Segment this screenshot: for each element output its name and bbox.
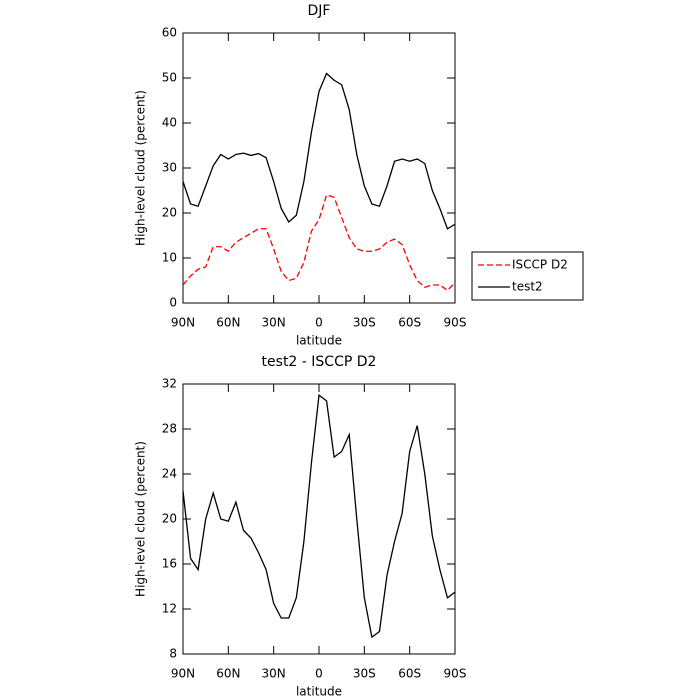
data-line — [182, 394, 456, 639]
legend-label: test2 — [512, 280, 543, 294]
x-tick-label: 60N — [216, 316, 240, 330]
y-tick-label: 32 — [162, 377, 177, 391]
y-tick-label: 40 — [162, 116, 177, 130]
x-tick-label: 60S — [398, 667, 421, 681]
x-axis-label: latitude — [296, 334, 342, 348]
x-tick-label: 30S — [353, 316, 376, 330]
plot-frame — [182, 32, 456, 304]
x-tick-label: 90N — [171, 667, 195, 681]
x-axis-label: latitude — [296, 685, 342, 699]
y-tick-label: 16 — [162, 557, 177, 571]
x-tick-label: 90S — [444, 316, 467, 330]
y-tick-label: 24 — [162, 467, 177, 481]
data-line — [182, 194, 456, 292]
y-tick-label: 30 — [162, 161, 177, 175]
y-tick-label: 60 — [162, 26, 177, 40]
x-tick-label: 90S — [444, 667, 467, 681]
x-tick-label: 30N — [262, 316, 286, 330]
y-tick-label: 28 — [162, 422, 177, 436]
y-tick-label: 50 — [162, 71, 177, 85]
legend-label: ISCCP D2 — [512, 258, 568, 272]
data-line — [182, 72, 456, 230]
x-tick-label: 0 — [315, 316, 323, 330]
y-axis-label: High-level cloud (percent) — [134, 441, 148, 597]
y-tick-label: 12 — [162, 602, 177, 616]
y-tick-label: 20 — [162, 512, 177, 526]
y-tick-label: 8 — [169, 647, 177, 661]
y-axis-label: High-level cloud (percent) — [134, 90, 148, 246]
x-tick-label: 30N — [262, 667, 286, 681]
x-tick-label: 0 — [315, 667, 323, 681]
chart-title: test2 - ISCCP D2 — [262, 354, 377, 370]
x-tick-label: 30S — [353, 667, 376, 681]
chart-title: DJF — [308, 3, 331, 19]
legend-box — [471, 251, 584, 301]
y-tick-label: 0 — [169, 296, 177, 310]
y-tick-label: 20 — [162, 206, 177, 220]
x-tick-label: 60S — [398, 316, 421, 330]
x-tick-label: 60N — [216, 667, 240, 681]
x-tick-label: 90N — [171, 316, 195, 330]
y-tick-label: 10 — [162, 251, 177, 265]
plot-frame — [182, 383, 456, 655]
